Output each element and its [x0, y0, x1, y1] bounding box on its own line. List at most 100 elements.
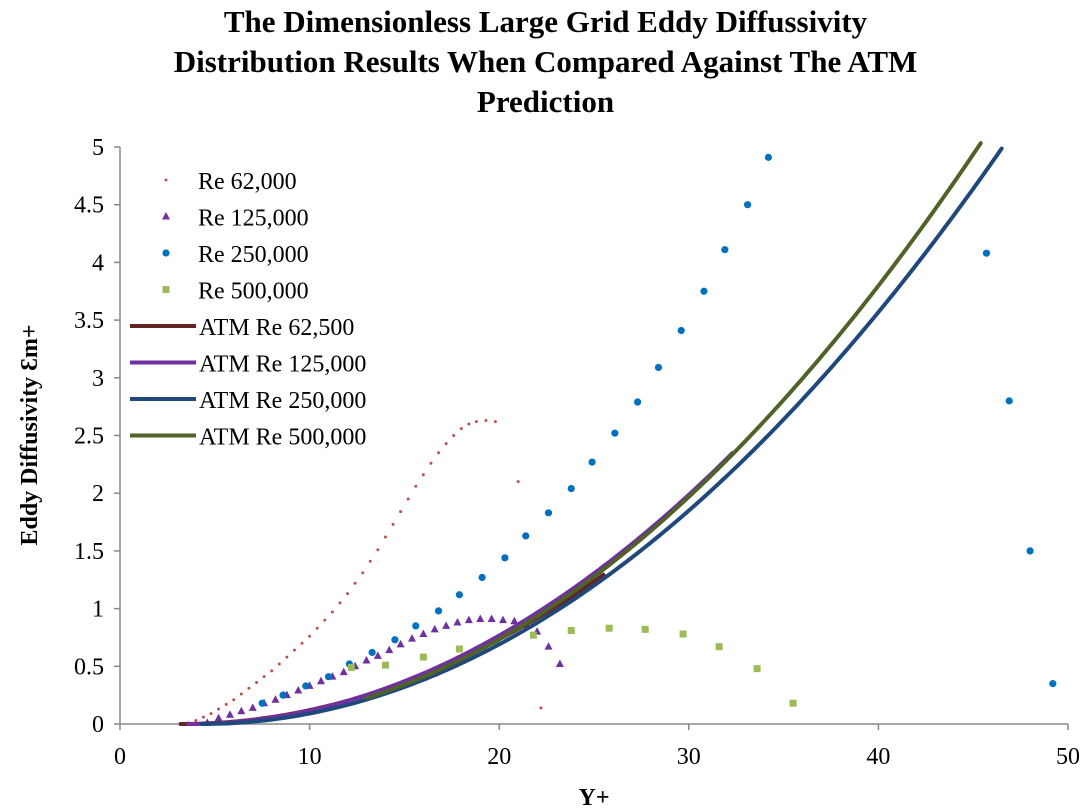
x-tick-label: 0: [114, 744, 126, 770]
data-point: [721, 246, 729, 254]
data-point: [434, 607, 443, 615]
data-point: [237, 706, 246, 715]
x-tick-label: 10: [298, 744, 322, 770]
series-2: [258, 153, 1057, 707]
data-point: [330, 610, 334, 614]
data-point: [255, 680, 259, 684]
data-point: [302, 682, 310, 690]
data-point: [455, 645, 463, 653]
data-point: [419, 629, 428, 637]
data-point: [529, 631, 537, 639]
data-point: [476, 614, 485, 622]
data-point: [510, 616, 519, 625]
data-point: [1049, 680, 1057, 688]
data-point: [316, 676, 325, 685]
legend: Re 62,000 Re 125,000 Re 250,000 Re 500,000 A…: [130, 169, 366, 451]
data-point: [982, 249, 991, 257]
data-point: [368, 559, 372, 563]
data-point: [346, 592, 350, 596]
data-point: [383, 535, 387, 539]
data-point: [258, 699, 266, 707]
data-point: [459, 427, 463, 431]
data-point: [478, 573, 486, 582]
data-point: [453, 617, 462, 626]
legend-item: Re 250,000: [162, 242, 309, 268]
series-4: [178, 572, 606, 726]
data-point: [715, 643, 723, 651]
data-point: [677, 326, 685, 335]
series-3: [347, 624, 797, 707]
data-point: [555, 659, 564, 667]
legend-label: ATM Re 500,000: [199, 425, 366, 451]
data-point: [789, 699, 797, 707]
data-point: [588, 458, 596, 466]
legend-label: ATM Re 250,000: [199, 388, 366, 414]
chart-title: The Dimensionless Large Grid Eddy Diffus…: [0, 0, 1091, 122]
data-point: [362, 656, 371, 664]
data-point: [300, 641, 304, 645]
data-point: [487, 614, 496, 622]
data-point: [324, 673, 333, 681]
data-point: [753, 665, 761, 673]
tick-labels: 0 10 20 30 40 50 0 0.5 1 1.5 2 2.5 3 3.5 4 4.5 5: [74, 135, 1080, 770]
y-tick-label: 4: [92, 250, 104, 276]
data-point: [406, 497, 410, 501]
x-tick-label: 20: [487, 744, 511, 770]
data-point: [442, 621, 451, 629]
data-point: [605, 624, 613, 632]
data-point: [209, 712, 213, 716]
data-point: [467, 422, 471, 426]
data-point: [194, 719, 198, 723]
x-axis-title: Y+: [578, 785, 609, 809]
y-tick-label: 1.5: [74, 539, 104, 565]
legend-item: ATM Re 250,000: [130, 388, 366, 414]
series-layer: [178, 141, 1057, 726]
legend-label: Re 500,000: [198, 279, 309, 305]
legend-item: ATM Re 62,500: [130, 315, 354, 341]
legend-item: Re 500,000: [162, 279, 309, 305]
data-point: [493, 420, 497, 424]
legend-label: ATM Re 125,000: [199, 352, 366, 378]
data-point: [743, 201, 752, 209]
data-point: [247, 686, 251, 690]
data-point: [385, 645, 394, 654]
data-point: [414, 484, 418, 488]
data-point: [214, 713, 223, 722]
data-point: [412, 622, 420, 630]
data-point: [338, 601, 342, 605]
y-tick-label: 3: [92, 366, 104, 392]
data-point: [455, 591, 463, 599]
data-point: [634, 398, 642, 406]
data-point: [391, 636, 399, 644]
x-tick-label: 50: [1056, 744, 1080, 770]
y-tick-label: 1: [92, 597, 104, 623]
data-point: [484, 418, 488, 422]
data-point: [162, 212, 170, 220]
data-point: [679, 630, 687, 638]
data-point: [164, 178, 168, 182]
chart-title-line-2: Distribution Results When Compared Again…: [173, 44, 918, 79]
data-point: [641, 625, 649, 633]
data-point: [239, 692, 243, 696]
series-7: [364, 141, 983, 700]
y-tick-label: 3.5: [74, 308, 104, 334]
data-point: [522, 532, 530, 540]
data-point: [464, 615, 473, 624]
data-point: [567, 484, 575, 493]
data-point: [1026, 547, 1034, 555]
data-point: [764, 153, 773, 161]
data-point: [315, 626, 319, 630]
legend-label: Re 250,000: [198, 242, 309, 268]
legend-item: Re 125,000: [162, 206, 309, 232]
data-point: [279, 691, 287, 699]
y-tick-label: 2.5: [74, 424, 104, 450]
data-point: [361, 571, 365, 575]
data-point: [277, 662, 281, 666]
x-tick-label: 40: [866, 744, 890, 770]
chart-title-line-3: Prediction: [476, 84, 615, 119]
data-point: [700, 287, 708, 295]
series-5: [186, 451, 735, 726]
data-point: [444, 442, 448, 446]
data-point: [567, 627, 575, 635]
data-point: [419, 653, 427, 661]
